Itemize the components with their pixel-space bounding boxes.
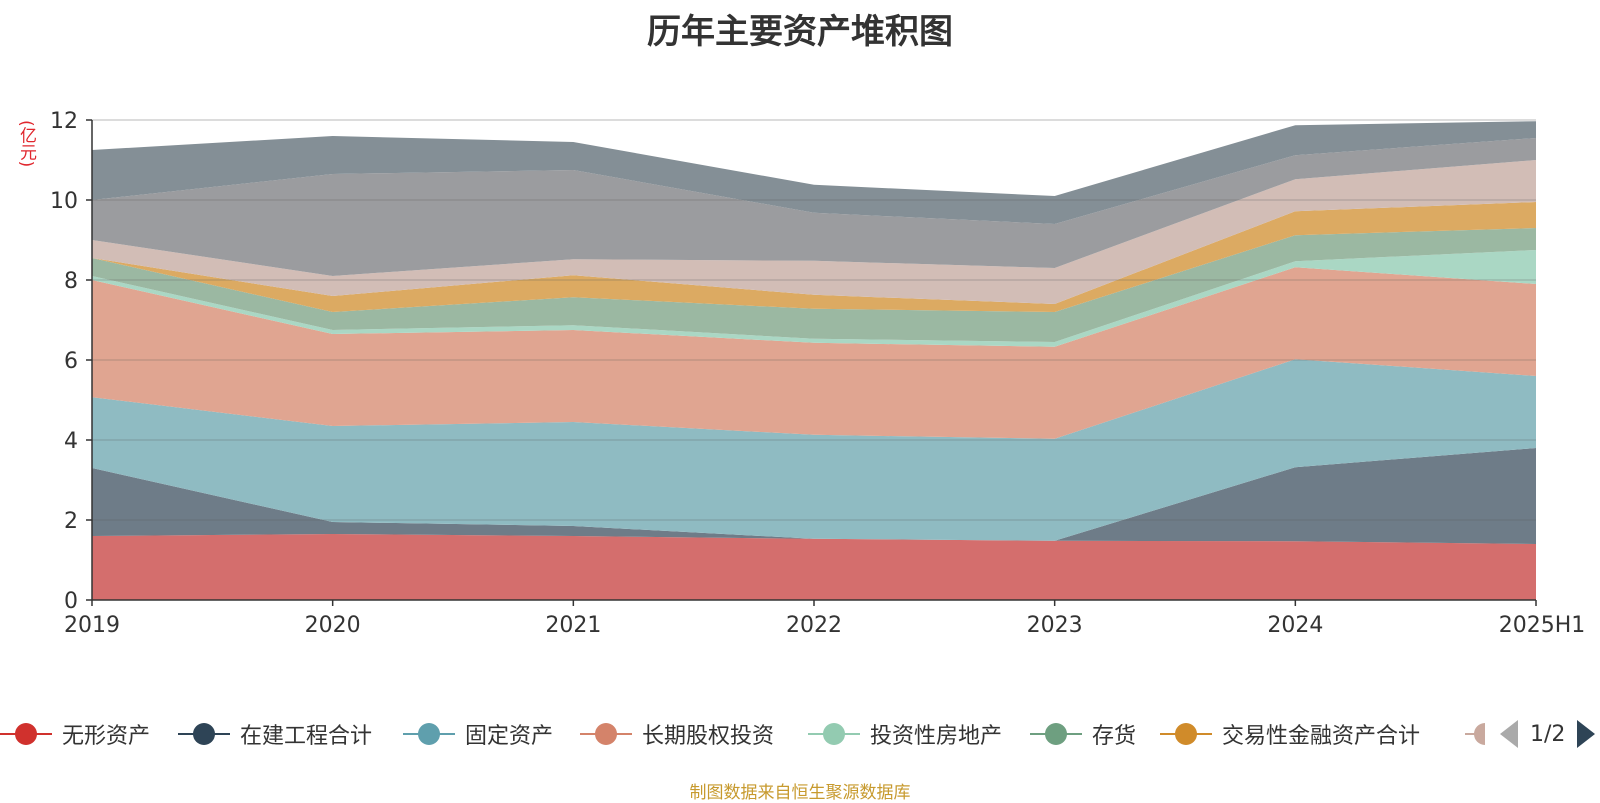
x-tick-label: 2024: [1267, 613, 1323, 638]
y-tick-label: 0: [64, 589, 78, 614]
pager-prev-arrow-icon[interactable]: [1498, 719, 1520, 749]
area-series-4: [92, 267, 1536, 439]
area-series-1: [92, 534, 1536, 600]
area-series-5: [92, 250, 1536, 347]
grid-lines: [92, 119, 1536, 521]
legend: 无形资产 在建工程合计 固定资产 长期股权投资 投资性房地产 存货 交易性金融资产合计 1/2: [0, 716, 1600, 752]
legend-marker-icon: [808, 723, 860, 745]
area-series-10: [92, 121, 1536, 224]
y-tick-label: 4: [64, 429, 78, 454]
legend-item[interactable]: 投资性房地产: [808, 716, 1002, 752]
area-series-7: [92, 202, 1536, 312]
pager-next-arrow-icon[interactable]: [1575, 719, 1597, 749]
legend-label: 存货: [1092, 724, 1137, 749]
axes: 0 2 4 6 8 10 12 2019 2020 2021 2022 2023 2024 2025H1: [50, 109, 1585, 638]
legend-item-partial[interactable]: [1465, 716, 1495, 752]
legend-label: 无形资产: [62, 724, 151, 749]
y-tick-label: 10: [50, 189, 78, 214]
legend-label: 投资性房地产: [870, 724, 1003, 749]
area-series-2: [92, 448, 1536, 544]
legend-item[interactable]: 无形资产: [0, 716, 150, 752]
legend-item[interactable]: 存货: [1030, 716, 1136, 752]
area-series-9: [92, 138, 1536, 276]
legend-label: 在建工程合计: [240, 724, 373, 749]
x-tick-label: 2025H1: [1499, 613, 1586, 638]
x-tick-label: 2022: [786, 613, 842, 638]
legend-marker-icon: [403, 723, 455, 745]
legend-item[interactable]: 固定资产: [403, 716, 553, 752]
legend-marker-icon: [1030, 723, 1082, 745]
area-series-8: [92, 160, 1536, 304]
x-tick-label: 2023: [1027, 613, 1083, 638]
y-tick-label: 8: [64, 269, 78, 294]
legend-pager: 1/2: [1498, 716, 1597, 752]
y-tick-label: 6: [64, 349, 78, 374]
area-series-3: [92, 359, 1536, 541]
legend-marker-icon: [1465, 723, 1485, 745]
area-series-group: [92, 121, 1536, 600]
chart-title: 历年主要资产堆积图: [647, 12, 953, 52]
legend-marker-icon: [0, 723, 52, 745]
y-axis-unit-label: (亿元): [16, 120, 36, 168]
stacked-area-chart: 0 2 4 6 8 10 12 2019 2020 2021 2022 2023 2024 2025H1: [50, 109, 1585, 638]
legend-label: 固定资产: [465, 724, 554, 749]
y-tick-label: 12: [50, 109, 78, 134]
legend-marker-icon: [580, 723, 632, 745]
legend-item[interactable]: 交易性金融资产合计: [1160, 716, 1420, 752]
legend-marker-icon: [178, 723, 230, 745]
data-source-note: 制图数据来自恒生聚源数据库: [689, 783, 911, 803]
area-series-6: [92, 228, 1536, 342]
legend-marker-icon: [1160, 723, 1212, 745]
x-tick-label: 2021: [545, 613, 601, 638]
y-tick-label: 2: [64, 509, 78, 534]
legend-label: 长期股权投资: [642, 724, 775, 749]
pager-text: 1/2: [1530, 721, 1566, 747]
x-tick-label: 2019: [64, 613, 120, 638]
legend-item[interactable]: 长期股权投资: [580, 716, 774, 752]
legend-item[interactable]: 在建工程合计: [178, 716, 372, 752]
legend-label: 交易性金融资产合计: [1222, 724, 1421, 749]
x-tick-label: 2020: [305, 613, 361, 638]
